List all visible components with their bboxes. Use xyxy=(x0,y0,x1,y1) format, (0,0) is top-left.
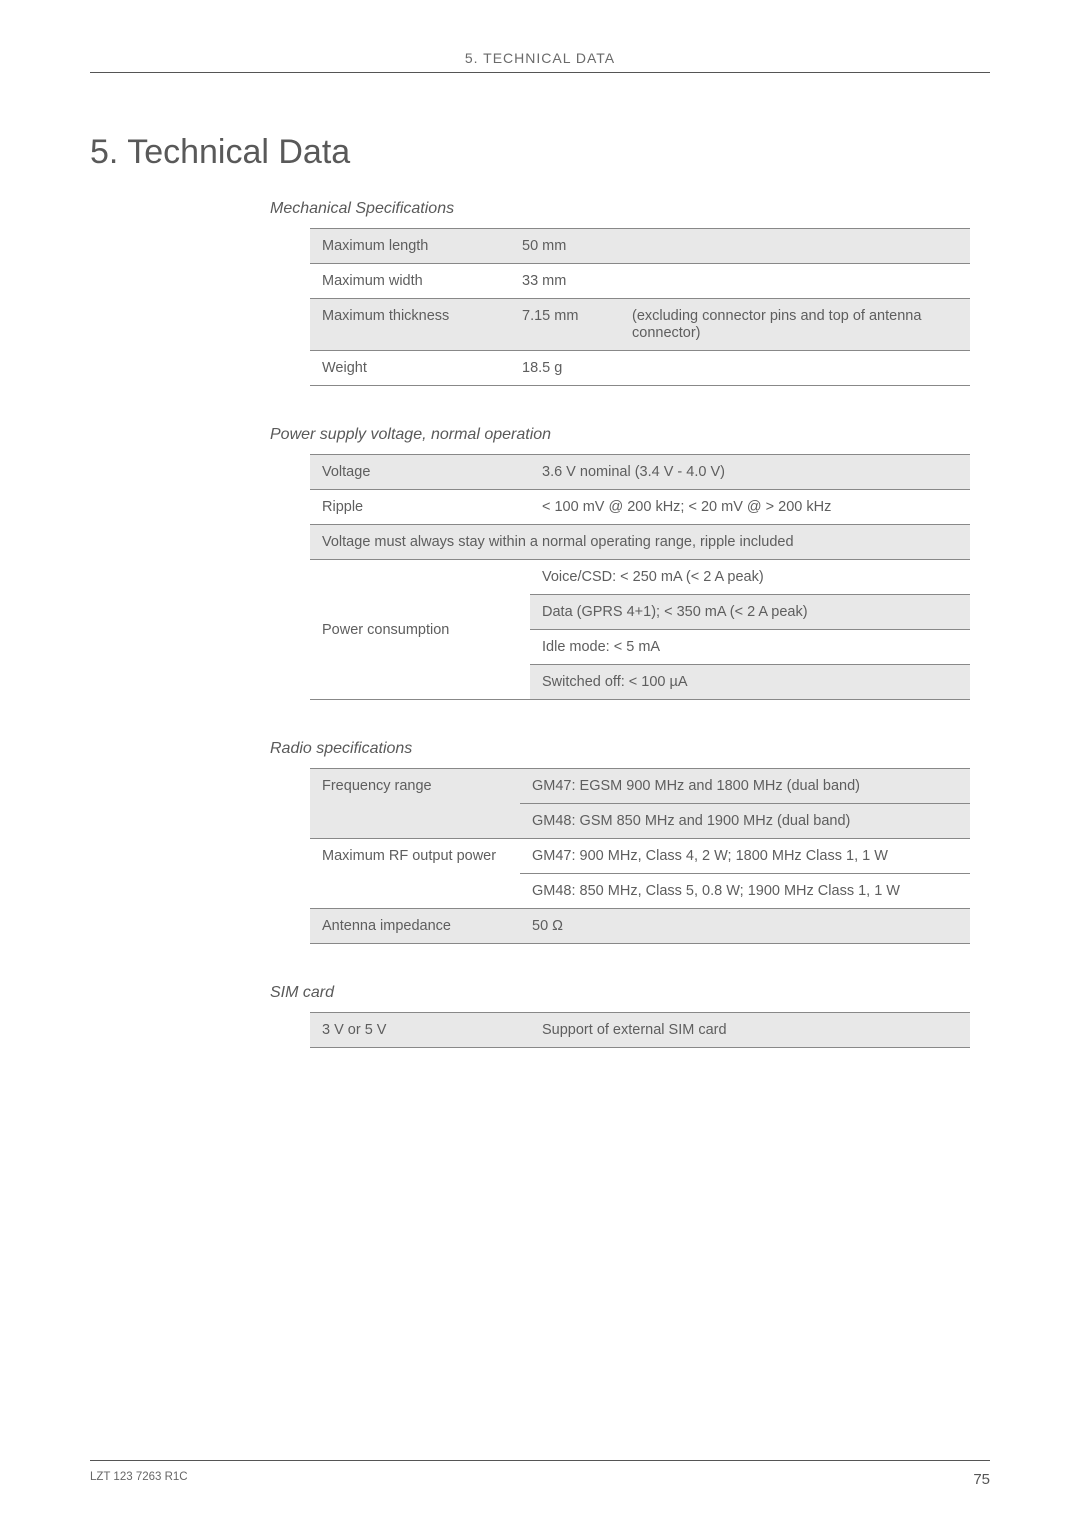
cell: Data (GPRS 4+1); < 350 mA (< 2 A peak) xyxy=(530,595,970,630)
cell: < 100 mV @ 200 kHz; < 20 mV @ > 200 kHz xyxy=(530,490,970,525)
footer-doc-id: LZT 123 7263 R1C xyxy=(90,1471,188,1483)
cell: Voice/CSD: < 250 mA (< 2 A peak) xyxy=(530,560,970,595)
table-row: Maximum thickness 7.15 mm (excluding con… xyxy=(310,299,970,351)
footer: LZT 123 7263 R1C 75 xyxy=(90,1460,990,1488)
cell: GM48: GSM 850 MHz and 1900 MHz (dual ban… xyxy=(520,804,970,839)
table-row: Maximum length 50 mm xyxy=(310,229,970,264)
cell: Switched off: < 100 µA xyxy=(530,665,970,700)
cell: Maximum length xyxy=(310,229,510,264)
cell: Voltage must always stay within a normal… xyxy=(310,525,970,560)
table-row: Voltage must always stay within a normal… xyxy=(310,525,970,560)
cell: 7.15 mm xyxy=(510,299,620,351)
cell: Voltage xyxy=(310,455,530,490)
cell: Maximum thickness xyxy=(310,299,510,351)
cell: Weight xyxy=(310,351,510,386)
table-row: Voltage 3.6 V nominal (3.4 V - 4.0 V) xyxy=(310,455,970,490)
table-row: Frequency range GM47: EGSM 900 MHz and 1… xyxy=(310,769,970,804)
cell: 18.5 g xyxy=(510,351,620,386)
table-row: Maximum width 33 mm xyxy=(310,264,970,299)
cell: 33 mm xyxy=(510,264,620,299)
sim-table: 3 V or 5 V Support of external SIM card xyxy=(310,1012,970,1048)
cell xyxy=(620,351,970,386)
table-row: Antenna impedance 50 Ω xyxy=(310,909,970,944)
cell: 3.6 V nominal (3.4 V - 4.0 V) xyxy=(530,455,970,490)
table-row: Weight 18.5 g xyxy=(310,351,970,386)
cell: Idle mode: < 5 mA xyxy=(530,630,970,665)
cell: Antenna impedance xyxy=(310,909,520,944)
table-row: Maximum RF output power GM47: 900 MHz, C… xyxy=(310,839,970,874)
main-title: 5. Technical Data xyxy=(90,133,990,172)
power-table: Voltage 3.6 V nominal (3.4 V - 4.0 V) Ri… xyxy=(310,454,970,700)
cell: 50 mm xyxy=(510,229,620,264)
table-row: 3 V or 5 V Support of external SIM card xyxy=(310,1013,970,1048)
cell: Support of external SIM card xyxy=(530,1013,970,1048)
section-power-label: Power supply voltage, normal operation xyxy=(270,426,990,444)
footer-page-number: 75 xyxy=(973,1471,990,1488)
cell xyxy=(620,229,970,264)
cell: GM47: EGSM 900 MHz and 1800 MHz (dual ba… xyxy=(520,769,970,804)
section-radio-label: Radio specifications xyxy=(270,740,990,758)
cell: Frequency range xyxy=(310,769,520,839)
cell: Maximum width xyxy=(310,264,510,299)
table-row: Power consumption Voice/CSD: < 250 mA (<… xyxy=(310,560,970,595)
cell xyxy=(620,264,970,299)
mechanical-table: Maximum length 50 mm Maximum width 33 mm… xyxy=(310,228,970,386)
cell: 50 Ω xyxy=(520,909,970,944)
radio-table: Frequency range GM47: EGSM 900 MHz and 1… xyxy=(310,768,970,944)
cell: GM48: 850 MHz, Class 5, 0.8 W; 1900 MHz … xyxy=(520,874,970,909)
cell: Ripple xyxy=(310,490,530,525)
page-header: 5. TECHNICAL DATA xyxy=(90,50,990,73)
table-row: Ripple < 100 mV @ 200 kHz; < 20 mV @ > 2… xyxy=(310,490,970,525)
cell: Maximum RF output power xyxy=(310,839,520,909)
cell: Power consumption xyxy=(310,560,530,700)
cell: GM47: 900 MHz, Class 4, 2 W; 1800 MHz Cl… xyxy=(520,839,970,874)
cell: (excluding connector pins and top of ant… xyxy=(620,299,970,351)
section-sim-label: SIM card xyxy=(270,984,990,1002)
section-mechanical-label: Mechanical Specifications xyxy=(270,200,990,218)
cell: 3 V or 5 V xyxy=(310,1013,530,1048)
